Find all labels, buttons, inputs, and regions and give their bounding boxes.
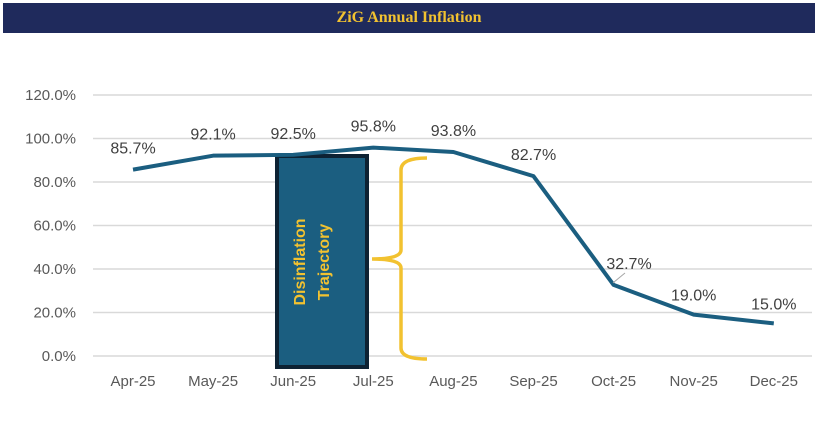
y-tick-label: 100.0% <box>25 131 76 148</box>
y-tick-label: 80.0% <box>33 174 76 191</box>
data-label: 92.5% <box>271 126 316 143</box>
chart-title: ZiG Annual Inflation <box>336 9 482 26</box>
data-label: 15.0% <box>751 296 796 313</box>
curly-brace <box>371 156 428 361</box>
x-tick-label: May-25 <box>188 373 238 390</box>
x-tick-label: Apr-25 <box>110 373 155 390</box>
series-line <box>132 145 775 326</box>
y-tick-label: 20.0% <box>33 305 76 322</box>
disinflation-box <box>275 154 369 369</box>
data-label: 95.8% <box>351 119 396 136</box>
y-tick-label: 120.0% <box>25 87 76 104</box>
annotation-text: Disinflation Trajectory <box>292 218 333 305</box>
x-tick-label: Aug-25 <box>429 373 477 390</box>
data-label: 19.0% <box>671 288 716 305</box>
x-tick-label: Jun-25 <box>270 373 316 390</box>
x-tick-label: Sep-25 <box>509 373 557 390</box>
data-label: 32.7% <box>606 256 651 273</box>
data-label: 85.7% <box>110 141 155 158</box>
x-tick-label: Nov-25 <box>670 373 718 390</box>
chart-title-bar: ZiG Annual Inflation <box>3 3 815 33</box>
leader-line <box>612 272 626 284</box>
y-tick-label: 40.0% <box>33 261 76 278</box>
x-tick-label: Dec-25 <box>750 373 798 390</box>
x-tick-label: Jul-25 <box>353 373 394 390</box>
data-label: 92.1% <box>190 127 235 144</box>
data-label: 93.8% <box>431 123 476 140</box>
y-tick-label: 60.0% <box>33 218 76 235</box>
y-tick-label: 0.0% <box>42 348 76 365</box>
data-label: 82.7% <box>511 147 556 164</box>
x-tick-label: Oct-25 <box>591 373 636 390</box>
